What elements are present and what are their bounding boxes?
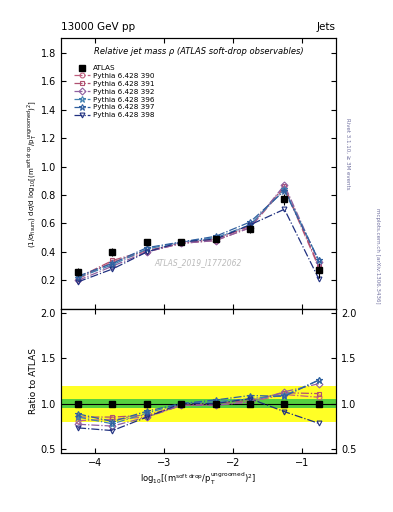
Text: ATLAS_2019_I1772062: ATLAS_2019_I1772062 <box>155 259 242 267</box>
Legend: ATLAS, Pythia 6.428 390, Pythia 6.428 391, Pythia 6.428 392, Pythia 6.428 396, P: ATLAS, Pythia 6.428 390, Pythia 6.428 39… <box>73 63 156 120</box>
Text: Relative jet mass ρ (ATLAS soft-drop observables): Relative jet mass ρ (ATLAS soft-drop obs… <box>94 47 303 55</box>
Text: Jets: Jets <box>317 22 336 32</box>
Y-axis label: Ratio to ATLAS: Ratio to ATLAS <box>29 348 38 414</box>
Text: mcplots.cern.ch [arXiv:1306.3436]: mcplots.cern.ch [arXiv:1306.3436] <box>375 208 380 304</box>
X-axis label: log$_{10}$[(m$^{\rm soft\ drop}$/p$_{\rm T}^{\rm ungroomed}$)$^2$]: log$_{10}$[(m$^{\rm soft\ drop}$/p$_{\rm… <box>140 471 257 487</box>
Text: 13000 GeV pp: 13000 GeV pp <box>61 22 135 32</box>
Y-axis label: $(1/\sigma_{\rm fisum})$ d$\sigma$/d log$_{10}$[(m$^{\rm soft\ drop}$/p$_{\rm T}: $(1/\sigma_{\rm fisum})$ d$\sigma$/d log… <box>26 100 39 248</box>
Text: Rivet 3.1.10, ≥ 3M events: Rivet 3.1.10, ≥ 3M events <box>345 118 350 189</box>
